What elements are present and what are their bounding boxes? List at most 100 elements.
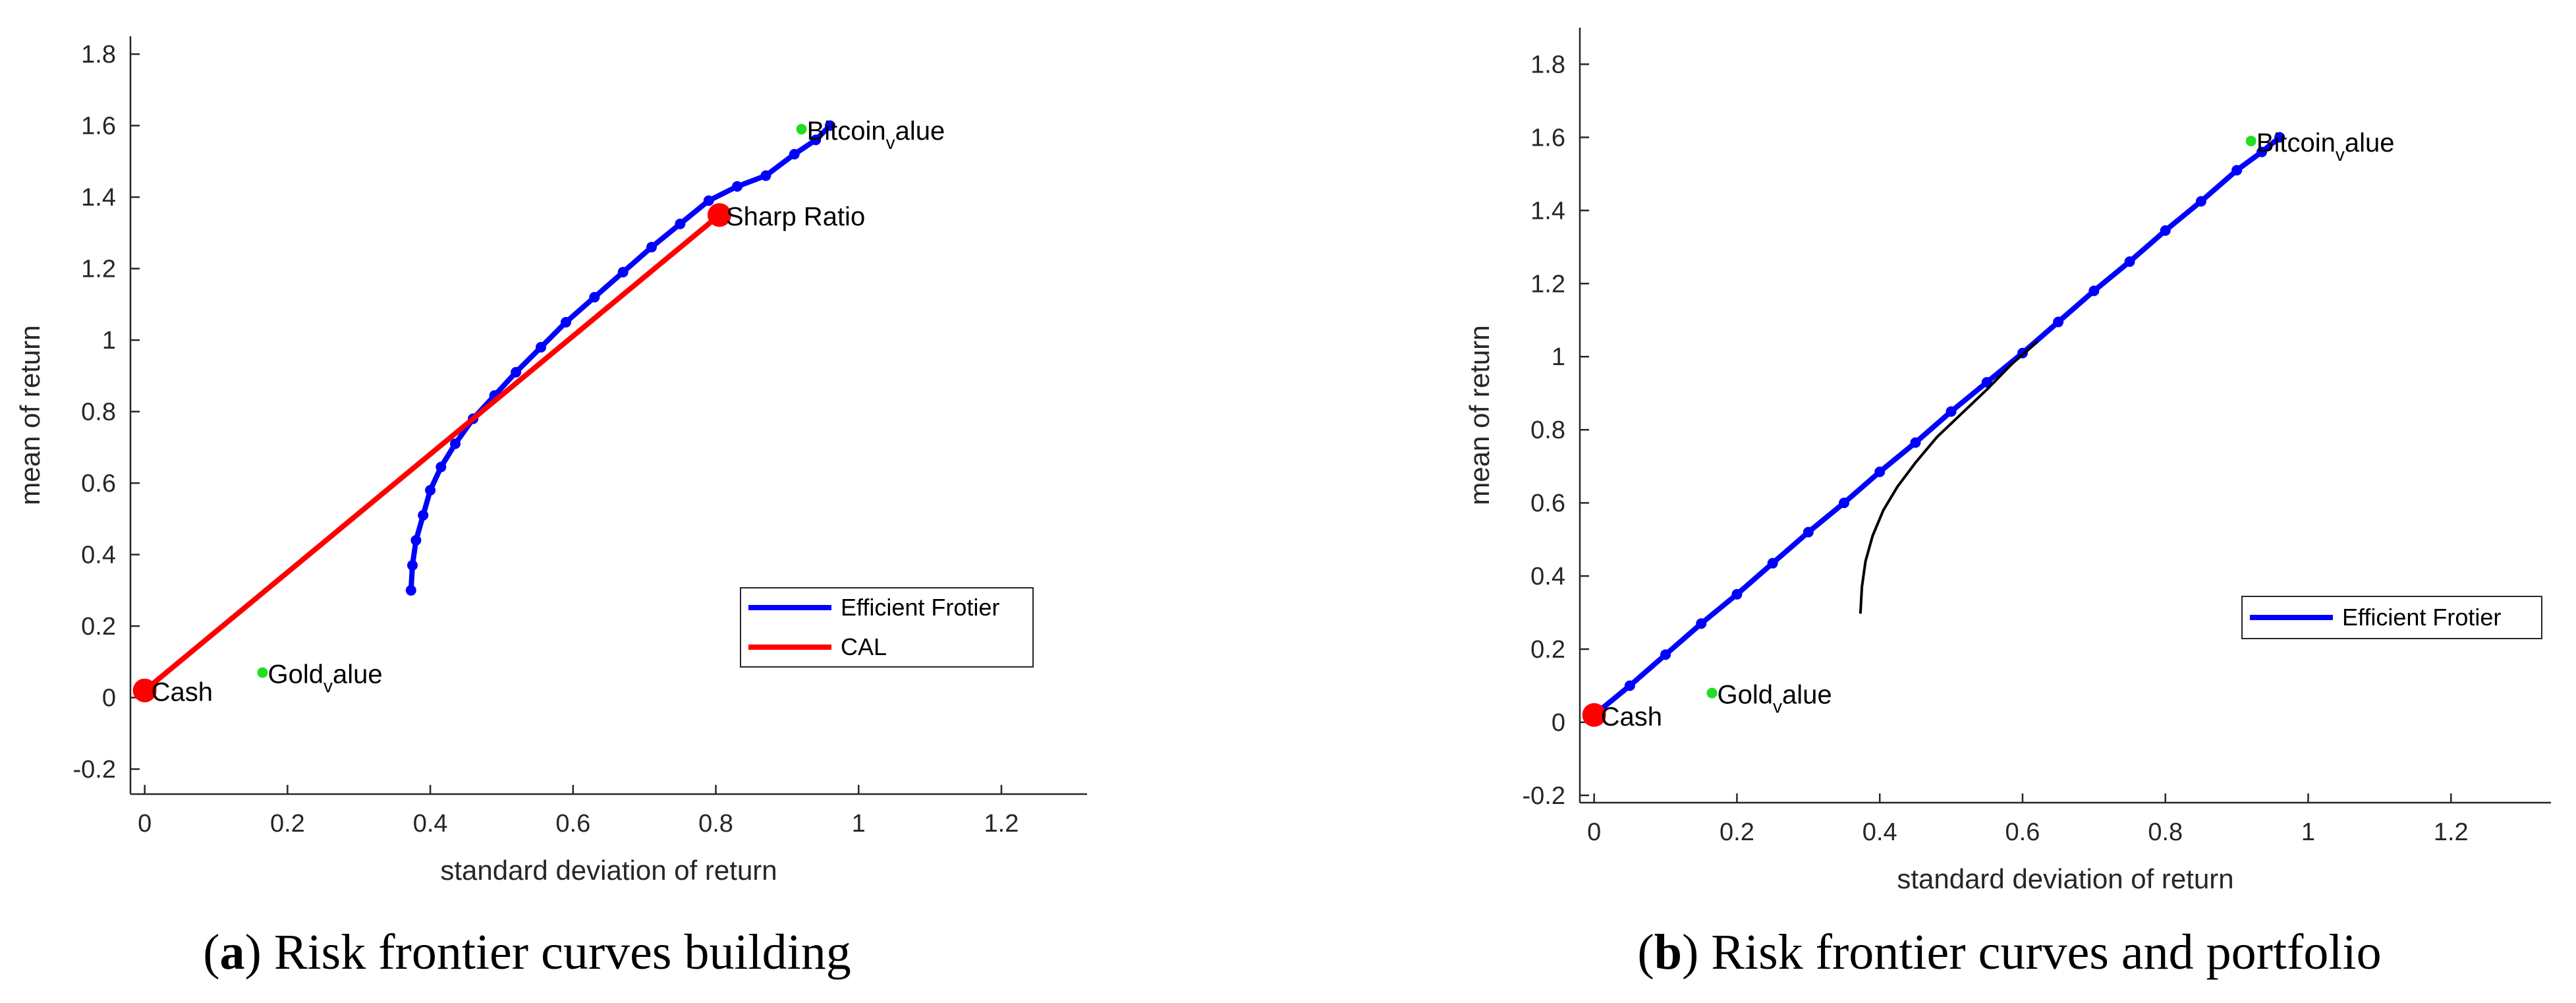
point-label-bitcoin: Bitcoinvalue xyxy=(2256,129,2395,165)
point-label-sharp-ratio: Sharp Ratio xyxy=(726,202,865,231)
y-tick-label: 1.6 xyxy=(81,113,116,140)
point-label-gold: Goldvalue xyxy=(1718,681,1832,717)
point-label-bitcoin: Bitcoinvalue xyxy=(807,117,945,153)
point-gold xyxy=(1706,687,1718,699)
frontier-marker xyxy=(425,484,436,496)
y-tick-label: -0.2 xyxy=(73,756,116,784)
frontier-marker xyxy=(1660,649,1671,660)
point-cash xyxy=(1582,702,1606,727)
frontier-marker xyxy=(435,461,447,473)
y-tick-label: 0 xyxy=(102,685,116,712)
point-label-cash: Cash xyxy=(152,678,213,707)
x-axis-label: standard deviation of return xyxy=(440,855,777,886)
point-sharp-ratio xyxy=(707,203,731,227)
frontier-marker xyxy=(646,242,658,253)
frontier-marker xyxy=(2256,146,2268,158)
frontier-marker xyxy=(2160,225,2171,236)
frontier-marker xyxy=(2274,132,2285,143)
frontier-marker xyxy=(1910,437,1921,448)
x-tick-label: 0.8 xyxy=(2148,818,2183,846)
y-tick-label: 0.4 xyxy=(81,542,116,569)
frontier-marker xyxy=(2231,165,2243,176)
y-tick-label: 1.4 xyxy=(1530,197,1565,225)
y-tick-label: -0.2 xyxy=(1523,782,1565,810)
chart-panel-b: 0 0.2 0.4 0.6 0.8 1 1.2 -0.2 0 0.2 0.4 0.6 0.8 1 1.2 1.… xyxy=(1464,28,2551,980)
point-cash xyxy=(132,678,157,702)
y-tick-label: 1.2 xyxy=(81,256,116,283)
x-tick-label: 0.8 xyxy=(698,810,733,838)
frontier-marker xyxy=(536,341,547,353)
x-tick-label: 0 xyxy=(1587,818,1601,846)
y-tick-label: 0.8 xyxy=(1530,416,1565,444)
frontier-marker xyxy=(450,438,461,449)
frontier-marker xyxy=(1731,588,1743,600)
panel-caption: (a) Risk frontier curves building xyxy=(203,925,851,980)
frontier-marker xyxy=(407,559,418,571)
y-tick-label: 0 xyxy=(1552,709,1565,737)
frontier-marker xyxy=(2088,285,2100,297)
series-line-cal xyxy=(142,212,722,693)
y-tick-label: 1.8 xyxy=(81,41,116,69)
x-tick-label: 1.2 xyxy=(984,810,1019,838)
x-tick-label: 1.2 xyxy=(2434,818,2469,846)
y-axis-label: mean of return xyxy=(14,325,45,505)
series-line-frontier-curve xyxy=(1859,341,2038,614)
y-tick-label: 0.4 xyxy=(1530,563,1565,590)
point-bitcoin xyxy=(2245,135,2256,146)
y-axis-label: mean of return xyxy=(1464,325,1495,505)
y-tick-label: 0.2 xyxy=(81,613,116,641)
point-label-gold: Goldvalue xyxy=(267,660,382,697)
y-tick-label: 1.8 xyxy=(1530,51,1565,78)
x-tick-label: 0.6 xyxy=(555,810,590,838)
frontier-marker xyxy=(1839,498,1850,509)
frontier-marker xyxy=(1946,406,1957,417)
frontier-marker xyxy=(2124,256,2135,268)
legend: Efficient Frotier xyxy=(2241,596,2542,639)
legend-box xyxy=(740,587,1034,668)
x-axis-label: standard deviation of return xyxy=(1897,863,2233,894)
frontier-marker xyxy=(405,585,416,596)
series-line-efficient-frotier xyxy=(1591,134,2283,718)
y-tick-label: 0.8 xyxy=(81,399,116,426)
legend-entry: CAL xyxy=(841,633,887,660)
y-tick-label: 1.6 xyxy=(1530,124,1565,152)
point-gold xyxy=(257,667,268,678)
frontier-marker xyxy=(2053,316,2064,328)
frontier-marker xyxy=(2195,196,2206,207)
frontier-marker xyxy=(789,149,800,160)
frontier-marker xyxy=(410,534,422,546)
frontier-marker xyxy=(810,134,822,146)
frontier-marker xyxy=(732,181,743,192)
frontier-marker xyxy=(1981,377,1992,388)
x-tick-label: 0.4 xyxy=(1862,818,1897,846)
x-tick-label: 0 xyxy=(138,810,152,838)
y-tick-label: 0.6 xyxy=(81,470,116,498)
frontier-marker xyxy=(418,509,429,521)
x-tick-label: 0.2 xyxy=(270,810,305,838)
x-tick-label: 0.4 xyxy=(413,810,448,838)
chart-panel-a: 0 0.2 0.4 0.6 0.8 1 1.2 -0.2 0 0.2 0.4 0.6 0.8 1 1.2 1.… xyxy=(14,36,1087,980)
y-tick-label: 1.4 xyxy=(81,184,116,212)
frontier-marker xyxy=(1624,680,1635,691)
x-tick-label: 0.2 xyxy=(1720,818,1754,846)
point-label-cash: Cash xyxy=(1601,702,1662,731)
legend-entry: Efficient Frotier xyxy=(2342,604,2501,631)
frontier-marker xyxy=(589,291,600,302)
y-tick-label: 1.2 xyxy=(1530,270,1565,298)
frontier-marker xyxy=(560,316,571,328)
frontier-marker xyxy=(1803,527,1814,538)
frontier-marker xyxy=(511,366,522,378)
x-tick-label: 1 xyxy=(2301,818,2315,846)
y-tick-label: 0.2 xyxy=(1530,636,1565,664)
frontier-marker xyxy=(675,218,686,229)
y-tick-label: 0.6 xyxy=(1530,490,1565,517)
frontier-marker xyxy=(760,170,771,181)
y-tick-label: 1 xyxy=(1552,343,1565,371)
frontier-marker xyxy=(703,195,714,206)
panel-caption: (b) Risk frontier curves and portfolio xyxy=(1637,925,2381,980)
frontier-marker xyxy=(1767,558,1778,569)
point-bitcoin xyxy=(796,124,807,135)
frontier-marker xyxy=(824,120,835,131)
series-line-efficient-frotier xyxy=(408,123,833,593)
